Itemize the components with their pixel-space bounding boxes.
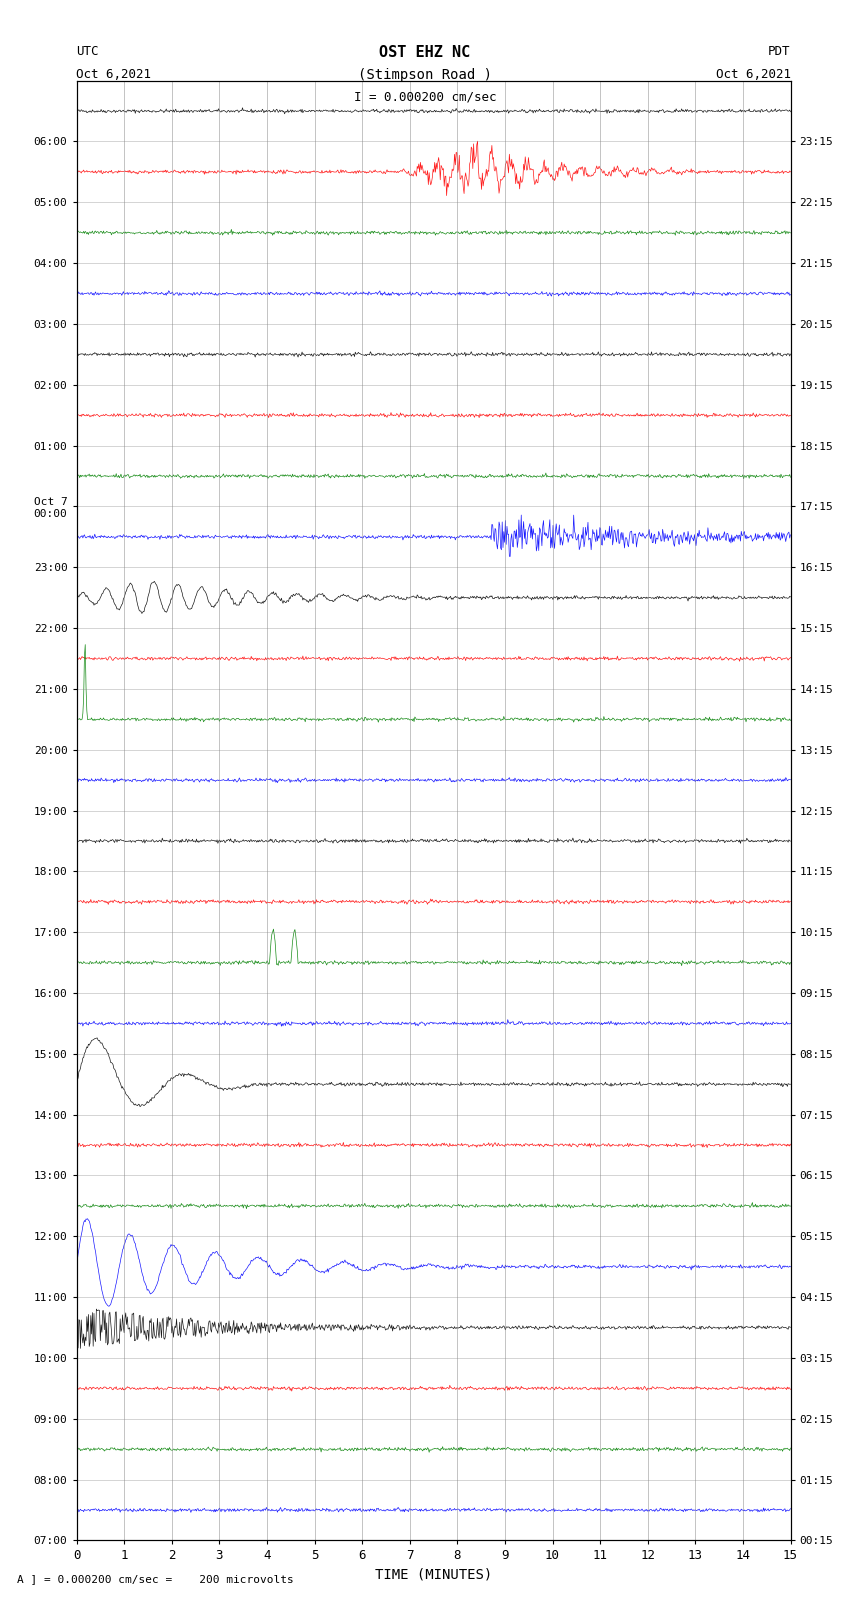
Text: OST EHZ NC: OST EHZ NC [379, 45, 471, 60]
Text: UTC: UTC [76, 45, 99, 58]
Text: I = 0.000200 cm/sec: I = 0.000200 cm/sec [354, 90, 496, 103]
Text: Oct 6,2021: Oct 6,2021 [716, 68, 790, 81]
Text: A ] = 0.000200 cm/sec =    200 microvolts: A ] = 0.000200 cm/sec = 200 microvolts [17, 1574, 294, 1584]
X-axis label: TIME (MINUTES): TIME (MINUTES) [375, 1568, 492, 1582]
Text: Oct 6,2021: Oct 6,2021 [76, 68, 151, 81]
Text: PDT: PDT [768, 45, 790, 58]
Text: (Stimpson Road ): (Stimpson Road ) [358, 68, 492, 82]
